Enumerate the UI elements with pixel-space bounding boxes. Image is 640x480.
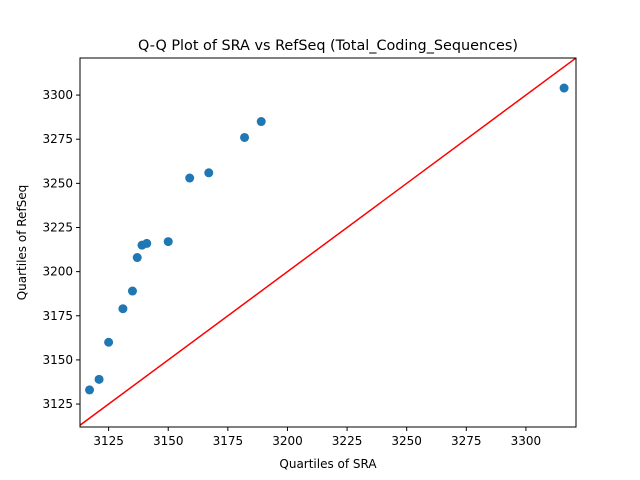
data-point (85, 385, 95, 395)
y-tick-label: 3150 (42, 353, 73, 367)
plot-area (79, 57, 577, 428)
data-point (204, 168, 214, 178)
data-point (104, 337, 114, 347)
data-point (185, 173, 195, 183)
y-tick-label: 3125 (42, 397, 73, 411)
y-axis: 3125 3150 3175 3200 3225 3250 3275 3300 (42, 88, 80, 411)
x-axis-label: Quartiles of SRA (279, 457, 377, 471)
x-tick-label: 3275 (451, 434, 482, 448)
x-axis: 3125 3150 3175 3200 3225 3250 3275 3300 (93, 427, 541, 448)
data-point (559, 83, 569, 93)
data-point (132, 253, 142, 263)
y-tick-label: 3300 (42, 88, 73, 102)
x-tick-label: 3150 (153, 434, 184, 448)
data-point (240, 132, 250, 142)
data-point (163, 237, 173, 247)
y-axis-label: Quartiles of RefSeq (15, 185, 29, 301)
reference-line (80, 58, 576, 426)
y-tick-label: 3175 (42, 309, 73, 323)
x-tick-label: 3125 (93, 434, 124, 448)
data-point (94, 374, 104, 384)
y-tick-label: 3275 (42, 132, 73, 146)
data-point (118, 304, 128, 314)
data-point (256, 117, 266, 127)
chart-title: Q-Q Plot of SRA vs RefSeq (Total_Coding_… (138, 38, 518, 54)
x-tick-label: 3200 (272, 434, 303, 448)
y-tick-label: 3225 (42, 220, 73, 234)
x-tick-label: 3175 (213, 434, 244, 448)
plot-frame (79, 57, 577, 428)
y-tick-label: 3200 (42, 265, 73, 279)
x-tick-label: 3250 (391, 434, 422, 448)
y-tick-label: 3250 (42, 176, 73, 190)
data-point (127, 286, 137, 296)
x-tick-label: 3300 (511, 434, 542, 448)
data-point (142, 238, 152, 248)
x-tick-label: 3225 (332, 434, 363, 448)
